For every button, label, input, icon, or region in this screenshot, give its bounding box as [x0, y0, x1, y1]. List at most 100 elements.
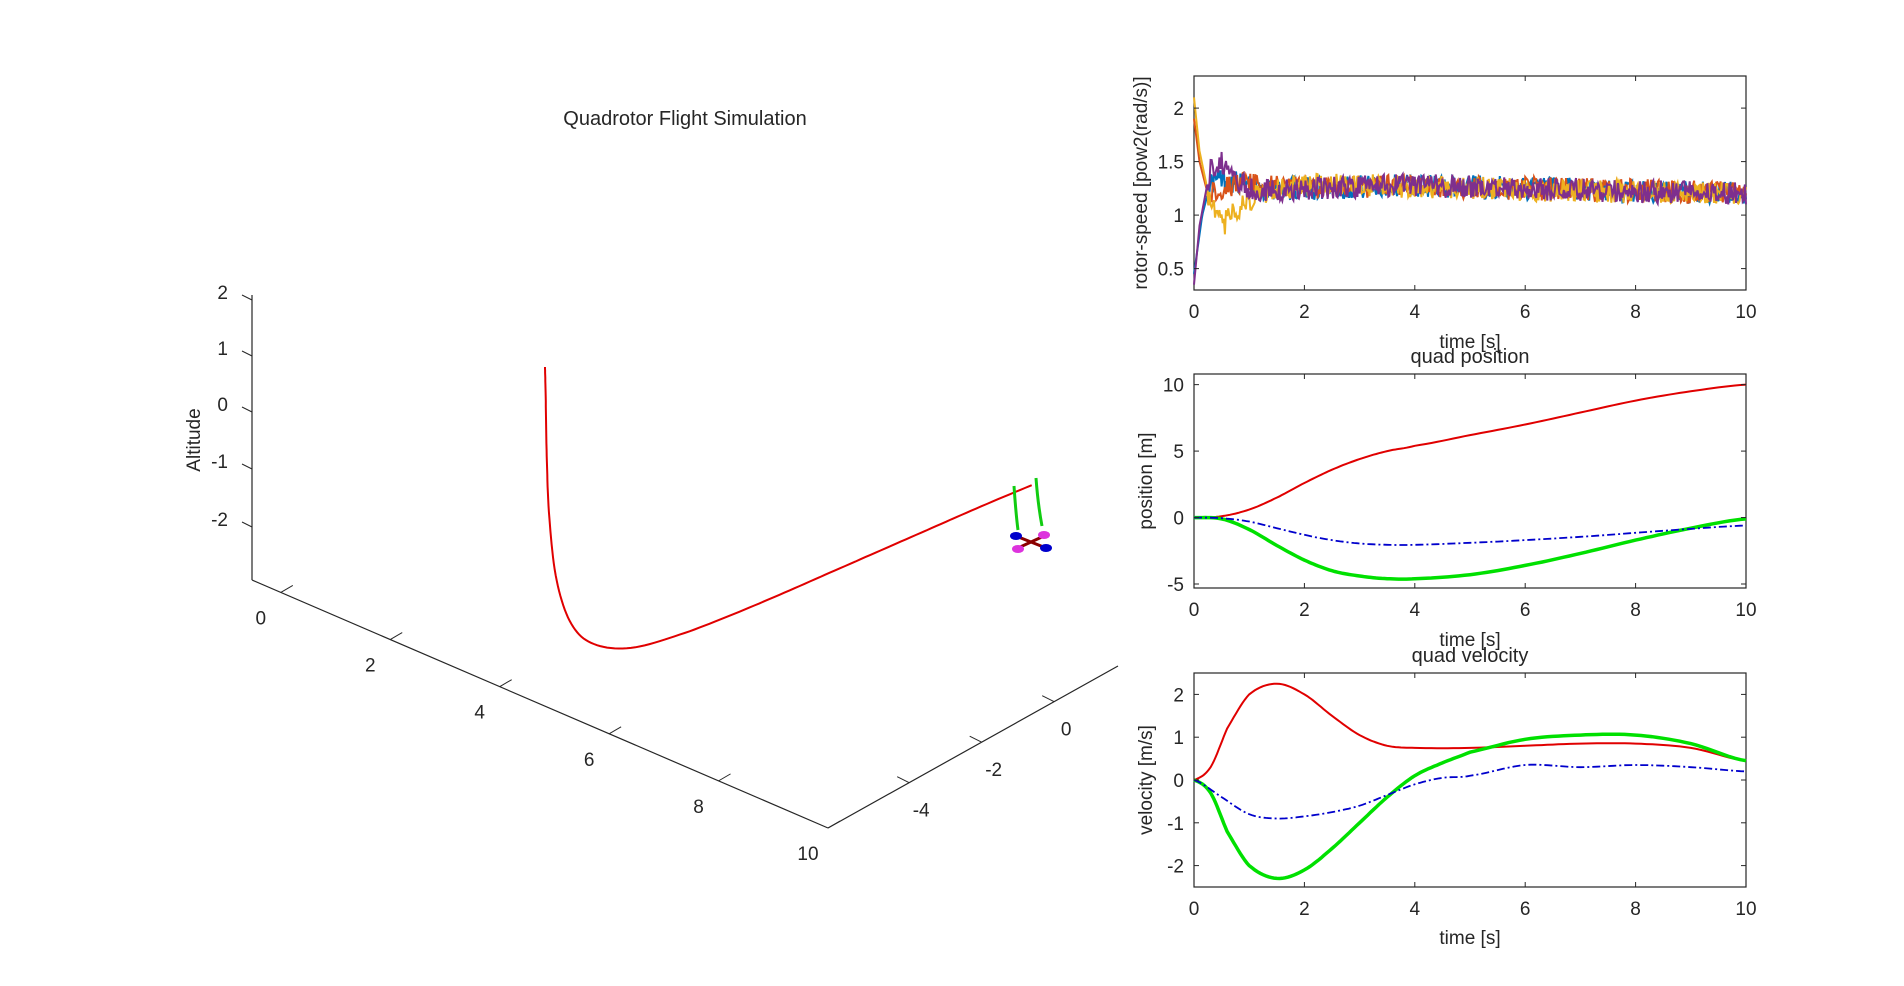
y-tick-label: 0.5 — [1158, 260, 1184, 281]
x-tick-label: 4 — [1410, 600, 1421, 621]
y-tick-label: 10 — [1163, 376, 1184, 397]
x-tick-label: 4 — [474, 703, 485, 724]
x-tick-label: 8 — [693, 797, 704, 818]
flight-3d-axes: Quadrotor Flight Simulation Altitude 210… — [184, 108, 1119, 865]
x-tick-mark — [718, 773, 731, 782]
rotor-speed-axes: 0.5 1 1.5 2 0 2 4 6 8 10 time [s] rotor-speed [p… — [1131, 75, 1757, 353]
quad-rotor-4 — [1038, 531, 1050, 539]
x-tick-label: 8 — [1630, 600, 1641, 621]
y-tick-mark — [1041, 695, 1055, 703]
quad-thrust-vector-right — [1034, 477, 1044, 527]
z-tick-label: -1 — [211, 452, 228, 473]
z-tick-mark — [241, 521, 253, 528]
y-tick-label: 1 — [1173, 206, 1184, 227]
y-tick-mark — [896, 776, 910, 784]
x-axis-line — [251, 579, 829, 829]
y-tick-label: -2 — [985, 760, 1002, 781]
y-tick-label: -1 — [1167, 814, 1184, 835]
x-tick-label: 2 — [365, 656, 376, 677]
y-axis-label: rotor-speed [pow2(rad/s)] — [1131, 76, 1152, 289]
trajectory-line — [544, 367, 1033, 650]
x-tick-label: 4 — [1410, 899, 1421, 920]
chart-title: Quadrotor Flight Simulation — [563, 108, 806, 130]
y-tick-label: 1.5 — [1158, 153, 1184, 174]
x-tick-label: 10 — [1735, 899, 1756, 920]
x-ticks: 0 2 4 6 8 10 — [256, 584, 841, 865]
x-tick-mark — [389, 632, 403, 640]
z-axis-label: Altitude — [184, 408, 205, 471]
x-tick-label: 6 — [1520, 302, 1531, 323]
y-tick-label: 1 — [1173, 728, 1184, 749]
quad-arm-2 — [1017, 534, 1045, 550]
chart-title: quad velocity — [1412, 645, 1529, 667]
y-tick-label: 0 — [1173, 771, 1184, 792]
x-tick-label: 0 — [1189, 600, 1200, 621]
velocity-axes: quad velocity 210-1-2 0 2 4 6 8 10 time [s] v… — [1136, 645, 1757, 949]
x-tick-mark — [608, 726, 622, 735]
x-tick-label: 8 — [1630, 302, 1641, 323]
x-axis-label: time [s] — [1439, 928, 1500, 949]
z-tick-mark — [241, 463, 253, 470]
z-tick-label: 1 — [217, 339, 228, 360]
x-tick-label: 0 — [1189, 302, 1200, 323]
y-axis-label: position [m] — [1136, 432, 1157, 529]
series-line-vx — [1193, 682, 1747, 781]
z-tick-mark — [241, 294, 253, 301]
x-tick-label: 0 — [256, 608, 267, 629]
x-tick-label: 2 — [1299, 600, 1310, 621]
x-tick-label: 10 — [797, 844, 818, 865]
series-line-vy — [1193, 732, 1747, 881]
x-tick-label: 6 — [584, 750, 595, 771]
x-ticks: 0 2 4 6 8 10 — [1189, 374, 1757, 621]
series-line-x — [1193, 383, 1747, 519]
chart-title: quad position — [1411, 346, 1530, 368]
y-tick-label: -4 — [913, 801, 930, 822]
plot-area — [1193, 672, 1747, 888]
series-group — [1193, 97, 1747, 285]
quad-rotor-3 — [1012, 545, 1024, 553]
z-tick-label: 2 — [217, 283, 228, 304]
series-line-z — [1194, 516, 1747, 546]
y-tick-label: -5 — [1167, 575, 1184, 596]
y-tick-label: 2 — [1173, 685, 1184, 706]
x-tick-label: 10 — [1735, 600, 1756, 621]
x-tick-mark — [280, 584, 294, 593]
quad-rotor-2 — [1040, 544, 1052, 552]
x-ticks: 0 2 4 6 8 10 — [1189, 76, 1757, 323]
series-line-y — [1194, 515, 1747, 581]
y-tick-label: 0 — [1061, 720, 1072, 741]
y-axis-line — [827, 665, 1119, 829]
x-tick-label: 6 — [1520, 600, 1531, 621]
z-ticks: 2 1 0 -1 -2 — [211, 283, 253, 531]
y-ticks: 2 1 0 -1 -2 — [1167, 685, 1746, 878]
x-tick-label: 8 — [1630, 899, 1641, 920]
z-tick-label: -2 — [211, 510, 228, 531]
y-tick-label: -2 — [1167, 857, 1184, 878]
y-axis-label: velocity [m/s] — [1136, 725, 1157, 835]
x-tick-label: 0 — [1189, 899, 1200, 920]
y-tick-label: 2 — [1173, 99, 1184, 120]
y-tick-mark — [969, 735, 982, 743]
x-tick-label: 6 — [1520, 899, 1531, 920]
y-tick-label: 0 — [1173, 509, 1184, 530]
z-tick-mark — [241, 406, 253, 413]
quad-rotor-1 — [1010, 532, 1022, 540]
z-tick-label: 0 — [217, 395, 228, 416]
series-group — [1193, 682, 1747, 881]
x-tick-label: 4 — [1410, 302, 1421, 323]
y-ticks: 10 5 0 -5 — [1163, 376, 1746, 596]
x-tick-label: 10 — [1735, 302, 1756, 323]
x-tick-mark — [499, 679, 512, 688]
x-tick-label: 2 — [1299, 302, 1310, 323]
series-group — [1193, 383, 1747, 581]
y-ticks: 0 -2 -4 — [896, 695, 1072, 822]
y-ticks: 0.5 1 1.5 2 — [1158, 99, 1746, 281]
series-line-rotor-4 — [1193, 151, 1747, 285]
z-tick-mark — [241, 350, 253, 357]
x-axis-label: time [s] — [1439, 332, 1500, 353]
x-ticks: 0 2 4 6 8 10 — [1189, 673, 1757, 920]
x-tick-label: 2 — [1299, 899, 1310, 920]
quadrotor-model — [1010, 477, 1052, 553]
